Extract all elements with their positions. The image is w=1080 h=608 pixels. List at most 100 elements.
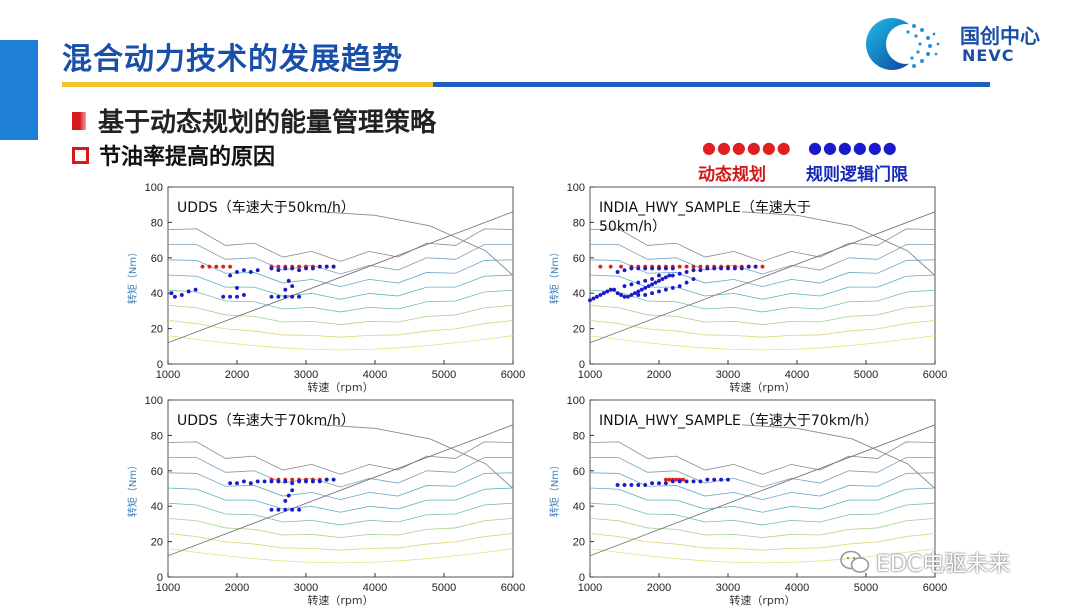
data-point xyxy=(667,273,672,278)
boundary-curve xyxy=(741,424,936,489)
contour-line xyxy=(167,244,514,275)
y-tick-label: 80 xyxy=(151,430,163,442)
data-point xyxy=(324,264,329,269)
plot-area xyxy=(167,186,514,365)
data-point xyxy=(636,266,641,271)
data-point xyxy=(172,294,177,299)
y-tick-label: 80 xyxy=(151,217,163,229)
contour-line xyxy=(589,487,936,513)
left-accent-bar xyxy=(0,40,38,140)
data-point xyxy=(643,482,648,487)
data-point xyxy=(297,264,302,269)
x-tick-label: 2000 xyxy=(647,582,671,594)
data-point xyxy=(615,291,620,296)
data-point xyxy=(656,266,661,271)
data-point xyxy=(276,479,281,484)
contour-lines xyxy=(167,441,514,564)
contour-line xyxy=(589,304,936,325)
logo-text-en: NEVC xyxy=(962,46,1015,65)
y-tick-label: 0 xyxy=(579,359,585,371)
data-point xyxy=(639,287,644,292)
data-point xyxy=(234,481,239,486)
data-point xyxy=(625,294,630,299)
contour-line xyxy=(167,533,514,551)
data-point xyxy=(290,294,295,299)
data-point xyxy=(619,292,624,297)
data-point xyxy=(290,481,295,486)
y-tick-label: 40 xyxy=(573,501,585,513)
chart-udds-70: 1000 2000 3000 4000 5000 6000 0 20 40 60 80 100 转速（r… xyxy=(126,395,525,607)
y-tick-label: 80 xyxy=(573,430,585,442)
x-tick-label: 1000 xyxy=(578,582,602,594)
data-point xyxy=(753,264,758,269)
page-title: 混合动力技术的发展趋势 xyxy=(62,42,403,77)
data-point xyxy=(228,264,233,269)
data-point xyxy=(684,264,689,269)
data-point xyxy=(200,264,205,269)
chart-india-hwy-70: 1000 2000 3000 4000 5000 6000 0 20 40 60 80 100 转速（r… xyxy=(548,395,947,607)
contour-line xyxy=(589,472,936,501)
data-point xyxy=(646,284,651,289)
x-tick-label: 1000 xyxy=(156,369,180,381)
x-tick-label: 4000 xyxy=(363,369,387,381)
y-tick-label: 20 xyxy=(573,537,585,549)
data-point xyxy=(317,479,322,484)
contour-line xyxy=(589,548,936,564)
data-point xyxy=(656,278,661,283)
data-point xyxy=(290,266,295,271)
data-point xyxy=(276,507,281,512)
data-point xyxy=(615,482,620,487)
series-1 xyxy=(169,264,336,299)
data-point xyxy=(670,479,675,484)
data-point xyxy=(276,264,281,269)
data-point xyxy=(297,507,302,512)
boundary-curve xyxy=(319,211,514,276)
data-point xyxy=(643,266,648,271)
data-point xyxy=(241,292,246,297)
data-point xyxy=(632,291,637,296)
data-point xyxy=(297,294,302,299)
data-point xyxy=(269,266,274,271)
data-point xyxy=(622,268,627,273)
data-point xyxy=(725,266,730,271)
y-axis-label: 转矩（Nm） xyxy=(548,460,561,517)
data-point xyxy=(636,280,641,285)
series-1 xyxy=(615,477,730,487)
data-point xyxy=(290,507,295,512)
data-point xyxy=(677,271,682,276)
y-tick-label: 0 xyxy=(157,572,163,584)
legend-blue-dots: ●●●●●● xyxy=(808,138,898,157)
plot-area xyxy=(589,186,936,365)
data-point xyxy=(660,277,665,282)
data-point xyxy=(214,264,219,269)
plot-area xyxy=(589,399,936,578)
data-point xyxy=(667,477,672,482)
data-point xyxy=(283,498,288,503)
data-point xyxy=(684,479,689,484)
data-point xyxy=(650,481,655,486)
data-point xyxy=(221,264,226,269)
max-torque-line xyxy=(167,211,514,344)
contour-line xyxy=(167,289,514,313)
wechat-icon xyxy=(840,550,870,573)
data-point xyxy=(656,481,661,486)
data-point xyxy=(691,277,696,282)
x-axis-label: 转速（rpm） xyxy=(307,593,373,607)
data-point xyxy=(739,266,744,271)
watermark: EDC电驱未来 xyxy=(840,546,1010,578)
data-point xyxy=(663,477,668,482)
y-tick-label: 40 xyxy=(151,501,163,513)
data-point xyxy=(228,273,233,278)
y-axis-label: 转矩（Nm） xyxy=(548,247,561,304)
bullet-level1: 基于动态规划的能量管理策略 xyxy=(72,102,436,139)
data-point xyxy=(310,266,315,271)
x-tick-label: 4000 xyxy=(785,582,809,594)
data-point xyxy=(636,292,641,297)
data-point xyxy=(179,292,184,297)
x-tick-label: 4000 xyxy=(785,369,809,381)
data-point xyxy=(681,477,686,482)
data-point xyxy=(601,291,606,296)
x-tick-label: 6000 xyxy=(923,369,947,381)
contour-line xyxy=(589,533,936,551)
y-tick-label: 100 xyxy=(145,395,163,407)
